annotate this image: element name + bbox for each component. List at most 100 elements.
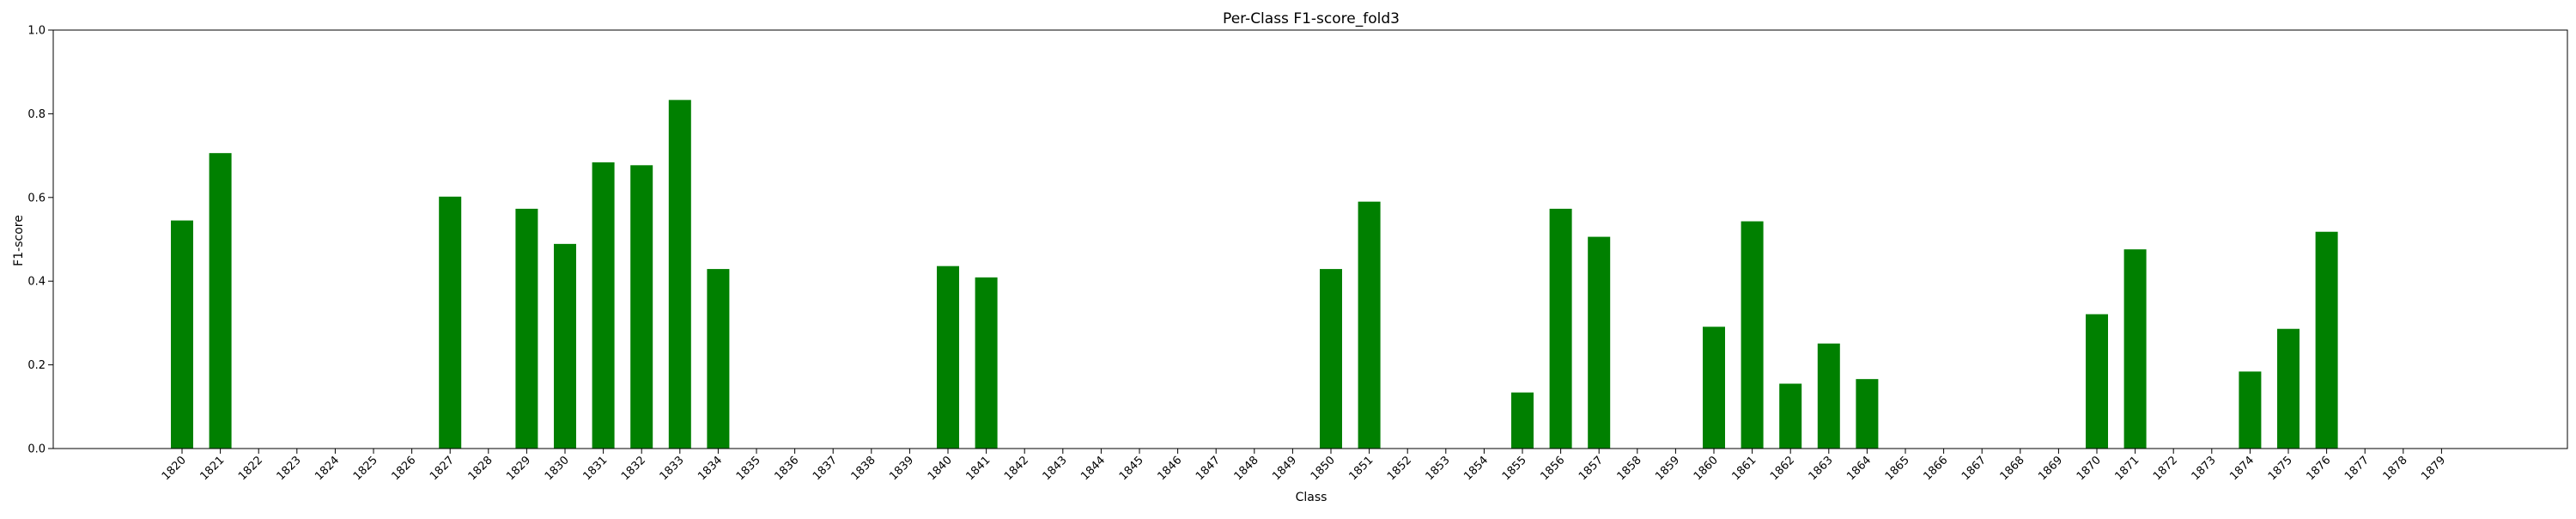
x-tick-label: 1835 [734, 454, 763, 483]
bar-1827 [439, 196, 462, 449]
x-tick-label: 1842 [1002, 454, 1031, 483]
plot-frame [52, 29, 2568, 449]
x-tick-label: 1872 [2151, 454, 2180, 483]
x-tick-label: 1871 [2112, 454, 2142, 483]
x-tick-label: 1848 [1232, 454, 1261, 483]
bar-1841 [975, 277, 998, 449]
x-tick-label: 1873 [2190, 454, 2219, 483]
bar-1875 [2277, 328, 2300, 449]
x-tick-label: 1828 [466, 454, 495, 483]
x-tick-label: 1833 [658, 454, 687, 483]
chart-title: Per-Class F1-score_fold3 [1223, 10, 1400, 27]
y-tick-label: 0.6 [27, 192, 46, 205]
x-tick-label: 1826 [389, 454, 418, 483]
bar-1855 [1511, 392, 1534, 449]
x-tick-label: 1879 [2419, 454, 2448, 483]
x-tick-label: 1854 [1461, 454, 1491, 483]
x-tick-label: 1851 [1346, 454, 1376, 483]
x-tick-label: 1827 [428, 454, 457, 483]
y-tick-label: 0.2 [27, 359, 46, 372]
x-tick-label: 1866 [1921, 454, 1950, 483]
bar-1831 [592, 162, 615, 449]
x-axis-ticks: 1820 1821 1822 1823 1824 1825 1826 1827 1828 1829… [160, 449, 2448, 483]
x-tick-label: 1829 [504, 454, 533, 483]
x-tick-label: 1856 [1538, 454, 1567, 483]
bar-1857 [1588, 236, 1611, 449]
x-tick-label: 1845 [1117, 454, 1146, 483]
x-tick-label: 1823 [275, 454, 304, 483]
y-tick-label: 1.0 [27, 25, 46, 38]
x-tick-label: 1853 [1424, 454, 1453, 483]
x-tick-label: 1861 [1729, 454, 1759, 483]
bar-1820 [171, 220, 193, 449]
bar-1821 [209, 153, 232, 449]
x-tick-label: 1863 [1807, 454, 1836, 483]
bar-1860 [1703, 327, 1725, 449]
y-tick-label: 0.0 [27, 443, 46, 456]
x-tick-label: 1874 [2227, 454, 2257, 483]
x-tick-label: 1847 [1194, 454, 1223, 483]
x-tick-label: 1844 [1078, 454, 1108, 483]
bar-1863 [1817, 343, 1840, 449]
x-tick-label: 1821 [197, 454, 227, 483]
x-tick-label: 1864 [1844, 454, 1874, 483]
x-tick-label: 1865 [1883, 454, 1912, 483]
x-tick-label: 1837 [811, 454, 840, 483]
x-tick-label: 1838 [849, 454, 878, 483]
bar-1834 [707, 269, 730, 449]
bar-1850 [1320, 269, 1342, 449]
bar-1833 [668, 100, 691, 449]
x-tick-label: 1831 [580, 454, 610, 483]
bar-1870 [2086, 314, 2108, 449]
x-tick-label: 1862 [1768, 454, 1797, 483]
x-tick-label: 1830 [543, 454, 572, 483]
x-tick-label: 1850 [1309, 454, 1338, 483]
x-tick-label: 1878 [2381, 454, 2410, 483]
x-tick-label: 1868 [1998, 454, 2027, 483]
x-tick-label: 1869 [2036, 454, 2065, 483]
x-tick-label: 1824 [313, 454, 342, 483]
y-tick-label: 0.8 [27, 108, 46, 121]
bar-1876 [2315, 231, 2338, 449]
x-tick-label: 1876 [2304, 454, 2333, 483]
bar-1830 [554, 243, 576, 449]
x-tick-label: 1849 [1270, 454, 1299, 483]
bar-1871 [2123, 249, 2147, 449]
bar-1856 [1549, 208, 1572, 449]
x-tick-label: 1841 [963, 454, 993, 483]
x-tick-label: 1836 [772, 454, 801, 483]
bar-1829 [515, 208, 538, 449]
x-tick-label: 1852 [1385, 454, 1414, 483]
bar-1840 [937, 266, 959, 449]
x-tick-label: 1858 [1615, 454, 1644, 483]
x-tick-label: 1855 [1500, 454, 1529, 483]
x-tick-label: 1860 [1692, 454, 1721, 483]
x-tick-label: 1857 [1577, 454, 1606, 483]
x-tick-label: 1834 [696, 454, 725, 483]
x-axis-label: Class [1296, 491, 1327, 504]
bar-1832 [630, 165, 653, 449]
x-tick-label: 1832 [619, 454, 648, 483]
bars-group [171, 100, 2338, 449]
x-tick-label: 1867 [1959, 454, 1989, 483]
x-tick-label: 1870 [2075, 454, 2104, 483]
bar-1864 [1856, 379, 1879, 449]
x-tick-label: 1825 [351, 454, 380, 483]
x-tick-label: 1820 [160, 454, 189, 483]
y-axis-ticks: 0.0 0.2 0.4 0.6 0.8 1.0 [27, 25, 53, 456]
bar-1851 [1358, 201, 1381, 449]
bar-1862 [1779, 383, 1802, 449]
x-tick-label: 1840 [926, 454, 955, 483]
x-tick-label: 1839 [887, 454, 916, 483]
x-tick-label: 1843 [1041, 454, 1070, 483]
y-axis-label: F1-score [12, 215, 26, 266]
bar-1874 [2239, 371, 2262, 449]
x-tick-label: 1822 [236, 454, 265, 483]
x-tick-label: 1875 [2266, 454, 2295, 483]
x-tick-label: 1846 [1155, 454, 1184, 483]
x-tick-label: 1859 [1653, 454, 1682, 483]
y-tick-label: 0.4 [27, 276, 46, 289]
bar-1861 [1741, 221, 1764, 449]
